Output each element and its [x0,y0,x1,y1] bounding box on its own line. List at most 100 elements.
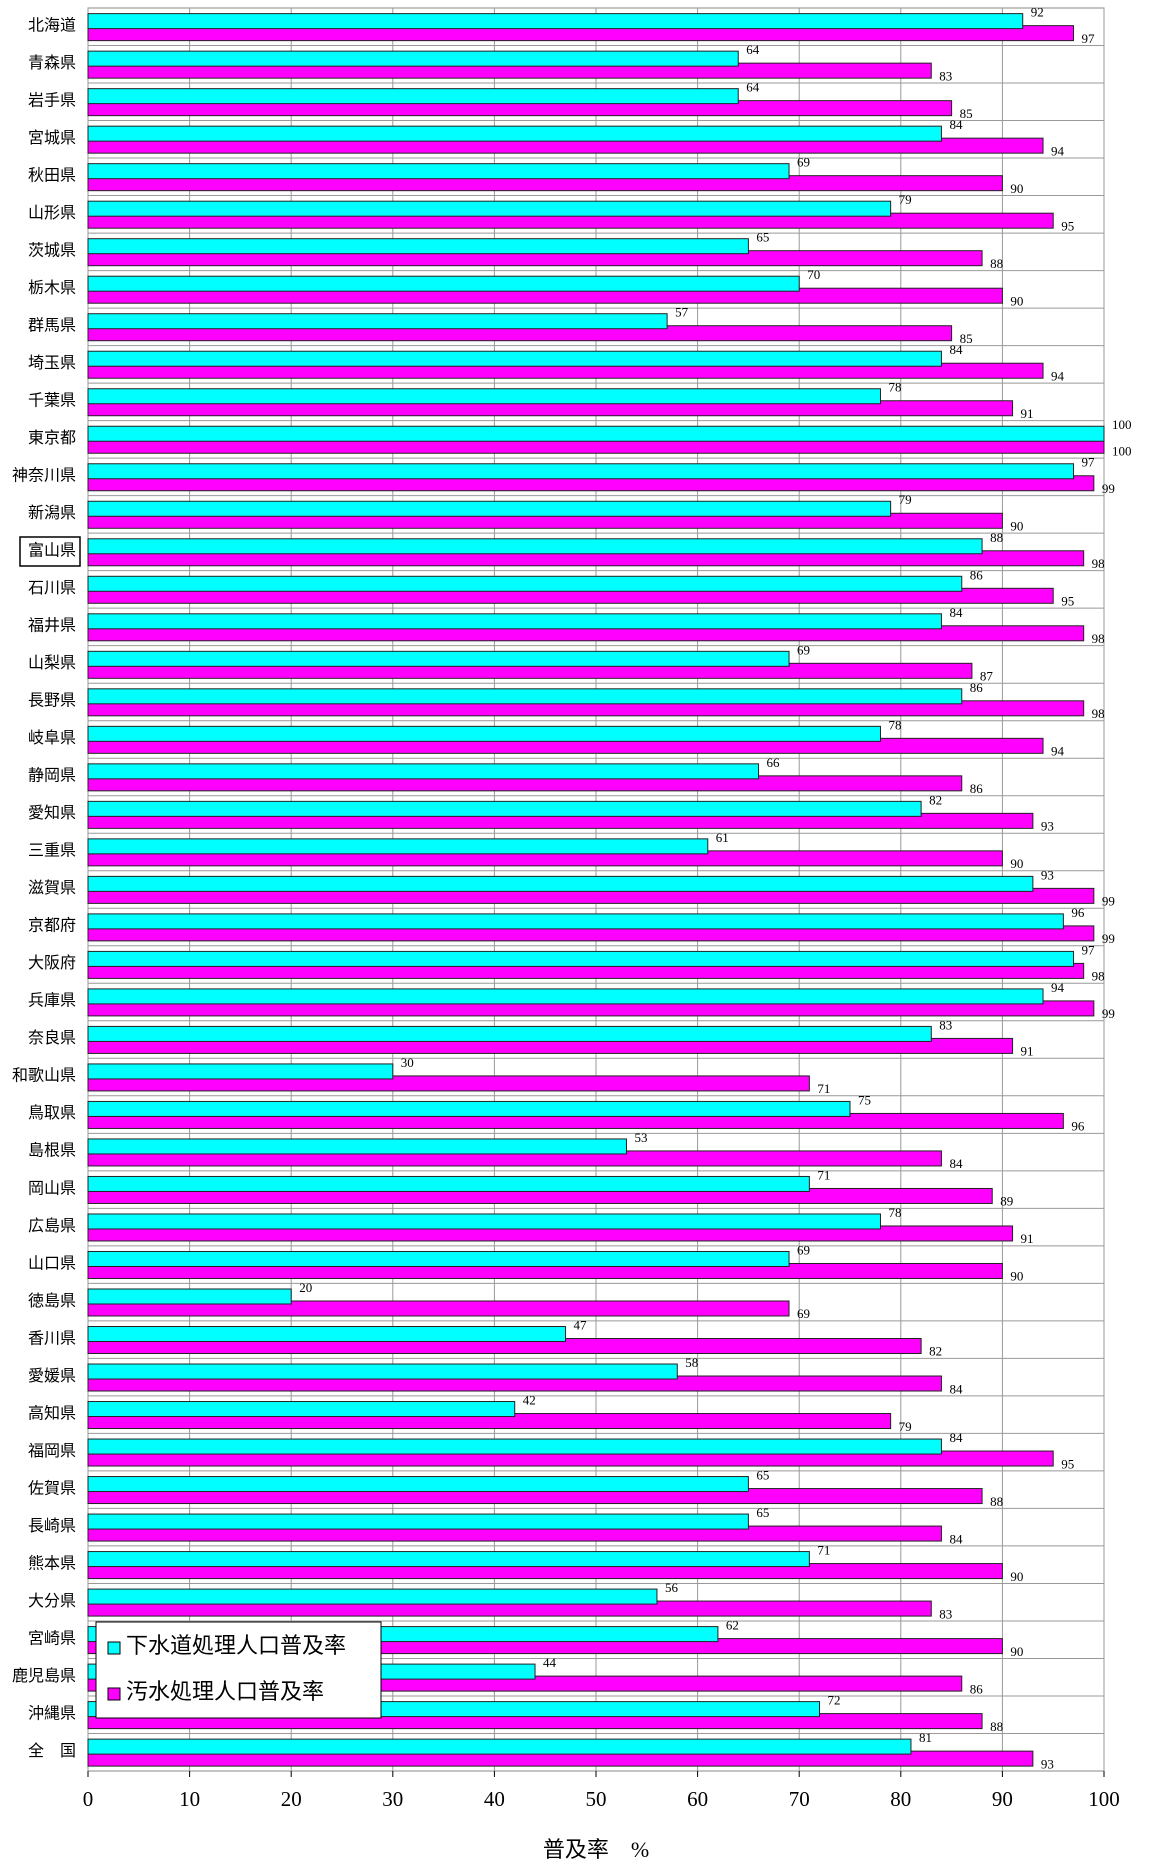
x-tick-label: 70 [789,1787,810,1811]
y-tick-label: 京都府 [28,917,76,935]
value-label: 90 [1010,1644,1023,1659]
value-label: 69 [797,1306,810,1321]
value-label: 84 [949,117,963,132]
value-label: 84 [949,1156,963,1171]
value-label: 56 [665,1580,679,1595]
bar [87,1476,749,1493]
value-label: 84 [949,1381,963,1396]
value-label: 85 [960,331,973,346]
value-label: 93 [1041,819,1054,834]
bar [87,650,790,667]
bar [87,388,881,405]
legend-swatch [107,1641,121,1655]
bar [87,1588,658,1605]
y-tick-label: 長野県 [28,692,76,710]
y-tick-label: 北海道 [28,16,76,34]
y-tick-label: 岡山県 [28,1179,76,1197]
value-label: 95 [1061,218,1074,233]
value-label: 99 [1102,481,1115,496]
value-label: 85 [960,106,973,121]
y-tick-label: 山口県 [28,1254,76,1272]
y-tick-label: 大分県 [28,1592,76,1610]
value-label: 84 [949,1430,963,1445]
bar [87,838,709,855]
y-tick-label: 群馬県 [28,317,76,335]
y-tick-label: 佐賀県 [28,1479,76,1497]
bar [87,238,749,255]
value-label: 98 [1092,706,1105,721]
y-tick-label: 茨城県 [28,241,76,259]
value-label: 65 [756,1505,769,1520]
bar [87,1401,516,1418]
bar [87,1025,932,1042]
value-label: 69 [797,155,810,170]
value-label: 61 [716,830,729,845]
y-tick-label: 鹿児島県 [12,1667,76,1685]
y-tick-label: 埼玉県 [28,354,76,372]
y-tick-label: 東京都 [28,429,76,447]
y-tick-label: 滋賀県 [28,879,76,897]
value-label: 99 [1102,894,1115,909]
value-label: 58 [685,1355,698,1370]
value-label: 53 [634,1130,647,1145]
legend-label: 下水道処理人口普及率 [126,1633,346,1658]
value-label: 75 [858,1092,871,1107]
y-tick-label: 徳島県 [28,1292,76,1310]
y-tick-label: 青森県 [28,54,76,72]
value-label: 87 [980,669,994,684]
y-tick-label: 静岡県 [28,767,76,785]
bar [87,913,1064,930]
x-tick-label: 100 [1088,1787,1120,1811]
x-tick-label: 40 [484,1787,505,1811]
bar [87,500,892,517]
bar [87,163,790,180]
value-label: 42 [523,1393,536,1408]
value-label: 98 [1092,969,1105,984]
y-tick-label: 宮城県 [28,129,76,147]
y-tick-label: 宮崎県 [28,1629,76,1647]
x-tick-label: 90 [992,1787,1013,1811]
bar [87,1288,292,1305]
value-label: 98 [1092,556,1105,571]
bar [87,1175,810,1192]
bar [87,763,760,780]
value-label: 97 [1082,31,1096,46]
value-label: 96 [1071,1119,1085,1134]
x-tick-label: 10 [179,1787,200,1811]
value-label: 65 [756,1468,769,1483]
bar [87,875,1034,892]
value-label: 64 [746,80,760,95]
y-tick-label: 福井県 [28,617,76,635]
y-tick-label: 和歌山県 [12,1067,76,1085]
value-label: 88 [990,530,1003,545]
y-tick-label: 香川県 [28,1329,76,1347]
bar [87,1513,749,1530]
y-tick-label: 新潟県 [28,504,76,522]
value-label: 94 [1051,980,1065,995]
value-label: 90 [1010,181,1023,196]
value-label: 79 [899,192,912,207]
value-label: 79 [899,1419,912,1434]
value-label: 57 [675,305,689,320]
value-label: 69 [797,1242,810,1257]
value-label: 79 [899,492,912,507]
bar [87,1075,810,1092]
value-label: 65 [756,230,769,245]
value-label: 71 [817,1543,830,1558]
value-label: 84 [949,605,963,620]
x-tick-label: 0 [83,1787,94,1811]
value-label: 30 [401,1055,414,1070]
y-tick-label: 愛媛県 [28,1367,76,1385]
value-label: 71 [817,1081,830,1096]
bar [87,1300,790,1317]
y-tick-label: 長崎県 [28,1517,76,1535]
bar [87,1138,627,1155]
bar [87,50,739,67]
value-label: 78 [888,1205,901,1220]
value-label: 88 [990,256,1003,271]
value-label: 94 [1051,744,1065,759]
value-label: 47 [574,1317,588,1332]
legend-label: 汚水処理人口普及率 [126,1679,324,1704]
value-label: 84 [949,342,963,357]
x-tick-label: 30 [382,1787,403,1811]
